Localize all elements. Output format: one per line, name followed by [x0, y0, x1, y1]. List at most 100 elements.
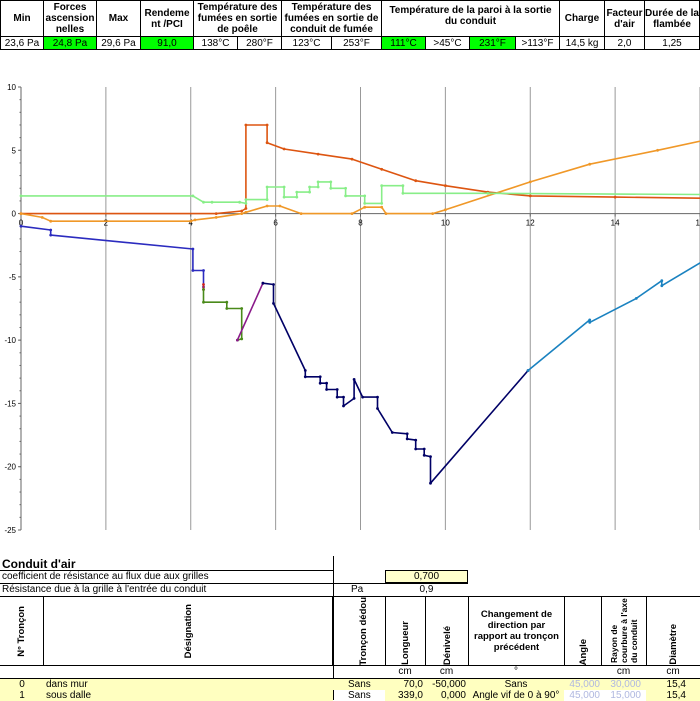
y-tick-label: -5 [9, 273, 17, 282]
data-point [613, 195, 617, 199]
data-point [401, 184, 405, 188]
data-point [422, 447, 426, 451]
data-point [265, 141, 269, 145]
table-row[interactable]: 0 dans mur Sans 70,0 -50,000 Sans 45,000… [0, 679, 700, 690]
data-point [191, 194, 195, 198]
unit-changement: ° [514, 666, 518, 677]
x-tick-label: 14 [611, 219, 620, 228]
data-point [344, 186, 347, 190]
row2-unit: Pa [351, 584, 364, 595]
x-tick-label: 10 [441, 219, 450, 228]
row-rayon: 30,000 [610, 679, 641, 690]
data-point [282, 185, 286, 189]
col-diametre: Diamètre [668, 624, 679, 665]
series-line [202, 289, 243, 341]
data-point [486, 191, 490, 195]
data-point [429, 481, 432, 485]
data-point [414, 179, 418, 183]
value-duree: 1,25 [645, 37, 700, 50]
x-tick-label: 8 [358, 219, 363, 228]
row-dedou: Sans [348, 679, 371, 690]
data-point [329, 186, 333, 190]
value-temp-conduit-f: 253°F [332, 37, 382, 50]
data-point [380, 167, 384, 171]
y-tick-label: -20 [4, 463, 16, 472]
data-point [202, 288, 205, 291]
header-min: Min [0, 0, 44, 37]
data-point [380, 184, 384, 188]
data-point [202, 269, 205, 272]
row-diametre: 15,4 [646, 690, 700, 701]
data-point [19, 224, 23, 228]
x-tick-label: 4 [189, 219, 194, 228]
data-point [210, 200, 214, 204]
conduit-title: Conduit d'air [2, 557, 76, 571]
summary-table: Min Forces ascension nelles Max Rendeme … [0, 0, 700, 50]
unit-longueur: cm [398, 666, 412, 677]
row1-value[interactable]: 0,700 [385, 570, 468, 583]
data-point [318, 375, 322, 379]
row-dedou: Sans [348, 690, 371, 701]
data-point [240, 337, 244, 341]
data-point [528, 194, 532, 198]
data-point [588, 321, 592, 324]
data-point [344, 194, 347, 198]
table-row[interactable]: 1 sous dalle Sans 339,0 0,000 Angle vif … [0, 690, 700, 701]
data-point [376, 395, 379, 399]
data-point [342, 404, 345, 408]
header-duree: Durée de la flambée [645, 0, 700, 37]
y-tick-label: 0 [12, 210, 17, 219]
x-tick-label: 0 [19, 219, 24, 228]
data-point [244, 198, 248, 201]
col-troncon: N° Tronçon [16, 605, 27, 657]
data-point [282, 147, 286, 151]
y-tick-label: -15 [4, 399, 16, 408]
data-point [49, 219, 53, 223]
data-point [19, 194, 23, 198]
data-point [303, 369, 307, 372]
series-line [262, 282, 529, 485]
data-point [588, 162, 592, 166]
chart-grid [20, 87, 700, 530]
data-point [329, 180, 333, 184]
x-tick-label: 16 [696, 219, 700, 228]
row2-label: Résistance due à la grille à l'entrée du… [2, 584, 207, 595]
col-troncon-dedou: Tronçon dédou [357, 597, 369, 666]
col-designation: Désignation [182, 603, 194, 659]
data-point [49, 233, 53, 237]
data-point [295, 190, 299, 194]
data-point [384, 212, 388, 216]
data-point [526, 369, 530, 372]
data-point [240, 307, 244, 310]
data-point [202, 300, 205, 304]
data-point [352, 378, 356, 381]
data-point [634, 297, 638, 300]
value-min: 23,6 Pa [0, 37, 44, 50]
series-line [527, 262, 700, 372]
header-temp-conduit: Température des fumées en sortie de cond… [282, 0, 382, 37]
value-temp-poele-f: 280°F [238, 37, 282, 50]
data-point [405, 437, 409, 441]
data-point [528, 180, 532, 184]
data-point [390, 431, 394, 434]
data-point [202, 283, 205, 286]
data-point [189, 219, 193, 223]
data-point [588, 318, 592, 322]
data-point [316, 180, 320, 184]
data-point [335, 395, 339, 399]
series-line [20, 225, 205, 287]
data-point [225, 300, 229, 304]
data-point [265, 123, 269, 127]
data-point [363, 202, 367, 205]
data-point [214, 216, 218, 219]
data-point [318, 381, 322, 385]
row-longueur: 339,0 [385, 690, 425, 701]
data-point [363, 205, 367, 209]
data-point [244, 210, 248, 214]
data-point [363, 194, 367, 198]
chart-axes: 10 5 0 -5 -10 -15 -20 -25 0 2 4 6 8 10 12 14 16 [4, 83, 700, 535]
data-point [282, 195, 286, 199]
data-point [656, 148, 659, 152]
data-point [414, 438, 418, 442]
header-charge: Charge [560, 0, 605, 37]
